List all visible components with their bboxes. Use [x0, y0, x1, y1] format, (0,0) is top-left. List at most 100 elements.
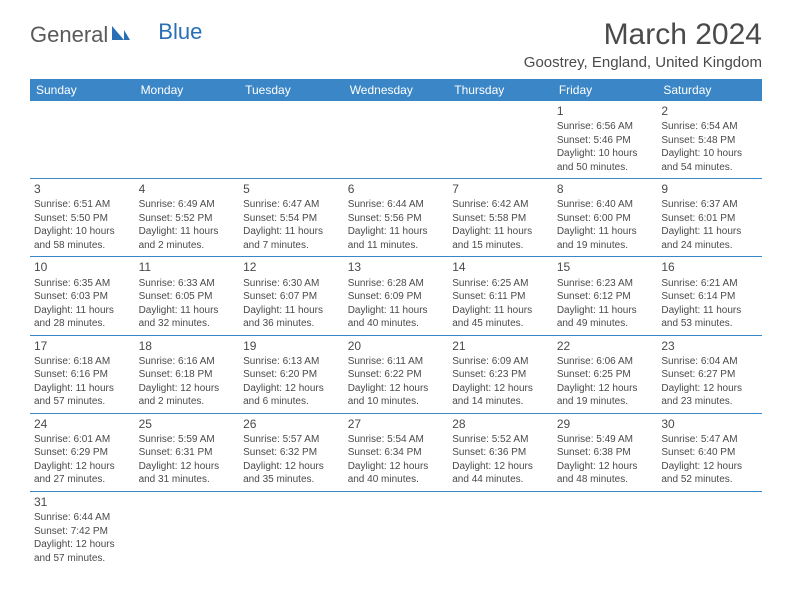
sunset-text: Sunset: 6:32 PM	[243, 446, 340, 460]
sunrise-text: Sunrise: 5:52 AM	[452, 433, 549, 447]
sunrise-text: Sunrise: 6:35 AM	[34, 277, 131, 291]
day-number: 6	[348, 181, 445, 197]
sunset-text: Sunset: 6:22 PM	[348, 368, 445, 382]
daylight-text: Daylight: 11 hours and 15 minutes.	[452, 225, 549, 252]
day-number: 5	[243, 181, 340, 197]
sunrise-text: Sunrise: 6:13 AM	[243, 355, 340, 369]
sunset-text: Sunset: 6:11 PM	[452, 290, 549, 304]
calendar-day-cell: 24Sunrise: 6:01 AMSunset: 6:29 PMDayligh…	[30, 413, 135, 491]
weekday-header: Sunday	[30, 79, 135, 101]
calendar-empty-cell	[657, 491, 762, 569]
calendar-week-row: 10Sunrise: 6:35 AMSunset: 6:03 PMDayligh…	[30, 257, 762, 335]
daylight-text: Daylight: 11 hours and 7 minutes.	[243, 225, 340, 252]
calendar-day-cell: 14Sunrise: 6:25 AMSunset: 6:11 PMDayligh…	[448, 257, 553, 335]
sunrise-text: Sunrise: 6:21 AM	[661, 277, 758, 291]
calendar-day-cell: 27Sunrise: 5:54 AMSunset: 6:34 PMDayligh…	[344, 413, 449, 491]
calendar-empty-cell	[135, 101, 240, 179]
weekday-header: Tuesday	[239, 79, 344, 101]
calendar-week-row: 1Sunrise: 6:56 AMSunset: 5:46 PMDaylight…	[30, 101, 762, 179]
calendar-day-cell: 3Sunrise: 6:51 AMSunset: 5:50 PMDaylight…	[30, 179, 135, 257]
calendar-day-cell: 19Sunrise: 6:13 AMSunset: 6:20 PMDayligh…	[239, 335, 344, 413]
day-number: 22	[557, 338, 654, 354]
daylight-text: Daylight: 12 hours and 23 minutes.	[661, 382, 758, 409]
sunset-text: Sunset: 6:09 PM	[348, 290, 445, 304]
daylight-text: Daylight: 12 hours and 31 minutes.	[139, 460, 236, 487]
sunset-text: Sunset: 6:12 PM	[557, 290, 654, 304]
sunrise-text: Sunrise: 6:40 AM	[557, 198, 654, 212]
day-number: 21	[452, 338, 549, 354]
day-number: 18	[139, 338, 236, 354]
daylight-text: Daylight: 11 hours and 11 minutes.	[348, 225, 445, 252]
daylight-text: Daylight: 12 hours and 40 minutes.	[348, 460, 445, 487]
calendar-day-cell: 30Sunrise: 5:47 AMSunset: 6:40 PMDayligh…	[657, 413, 762, 491]
daylight-text: Daylight: 12 hours and 52 minutes.	[661, 460, 758, 487]
day-number: 15	[557, 259, 654, 275]
sunset-text: Sunset: 5:58 PM	[452, 212, 549, 226]
calendar-day-cell: 12Sunrise: 6:30 AMSunset: 6:07 PMDayligh…	[239, 257, 344, 335]
sunrise-text: Sunrise: 6:56 AM	[557, 120, 654, 134]
weekday-header: Thursday	[448, 79, 553, 101]
calendar-day-cell: 16Sunrise: 6:21 AMSunset: 6:14 PMDayligh…	[657, 257, 762, 335]
sunset-text: Sunset: 6:36 PM	[452, 446, 549, 460]
calendar-day-cell: 31Sunrise: 6:44 AMSunset: 7:42 PMDayligh…	[30, 491, 135, 569]
calendar-week-row: 31Sunrise: 6:44 AMSunset: 7:42 PMDayligh…	[30, 491, 762, 569]
logo-text-blue: Blue	[158, 19, 202, 45]
sunrise-text: Sunrise: 6:42 AM	[452, 198, 549, 212]
daylight-text: Daylight: 11 hours and 57 minutes.	[34, 382, 131, 409]
daylight-text: Daylight: 11 hours and 53 minutes.	[661, 304, 758, 331]
daylight-text: Daylight: 11 hours and 36 minutes.	[243, 304, 340, 331]
calendar-day-cell: 20Sunrise: 6:11 AMSunset: 6:22 PMDayligh…	[344, 335, 449, 413]
sunset-text: Sunset: 6:31 PM	[139, 446, 236, 460]
day-number: 16	[661, 259, 758, 275]
daylight-text: Daylight: 12 hours and 48 minutes.	[557, 460, 654, 487]
calendar-day-cell: 13Sunrise: 6:28 AMSunset: 6:09 PMDayligh…	[344, 257, 449, 335]
weekday-header-row: SundayMondayTuesdayWednesdayThursdayFrid…	[30, 79, 762, 101]
logo: General Blue	[30, 22, 202, 48]
sunset-text: Sunset: 5:56 PM	[348, 212, 445, 226]
sunset-text: Sunset: 5:48 PM	[661, 134, 758, 148]
calendar-day-cell: 2Sunrise: 6:54 AMSunset: 5:48 PMDaylight…	[657, 101, 762, 179]
sunset-text: Sunset: 6:23 PM	[452, 368, 549, 382]
daylight-text: Daylight: 10 hours and 50 minutes.	[557, 147, 654, 174]
calendar-day-cell: 5Sunrise: 6:47 AMSunset: 5:54 PMDaylight…	[239, 179, 344, 257]
calendar-empty-cell	[448, 491, 553, 569]
calendar-empty-cell	[239, 491, 344, 569]
weekday-header: Monday	[135, 79, 240, 101]
calendar-empty-cell	[448, 101, 553, 179]
sunset-text: Sunset: 6:29 PM	[34, 446, 131, 460]
calendar-page: General Blue March 2024 Goostrey, Englan…	[0, 0, 792, 587]
day-number: 23	[661, 338, 758, 354]
sunset-text: Sunset: 6:00 PM	[557, 212, 654, 226]
daylight-text: Daylight: 11 hours and 40 minutes.	[348, 304, 445, 331]
day-number: 10	[34, 259, 131, 275]
sunset-text: Sunset: 6:34 PM	[348, 446, 445, 460]
calendar-day-cell: 26Sunrise: 5:57 AMSunset: 6:32 PMDayligh…	[239, 413, 344, 491]
calendar-week-row: 17Sunrise: 6:18 AMSunset: 6:16 PMDayligh…	[30, 335, 762, 413]
sunset-text: Sunset: 6:20 PM	[243, 368, 340, 382]
sunset-text: Sunset: 6:07 PM	[243, 290, 340, 304]
sunrise-text: Sunrise: 6:09 AM	[452, 355, 549, 369]
calendar-day-cell: 10Sunrise: 6:35 AMSunset: 6:03 PMDayligh…	[30, 257, 135, 335]
calendar-day-cell: 18Sunrise: 6:16 AMSunset: 6:18 PMDayligh…	[135, 335, 240, 413]
day-number: 8	[557, 181, 654, 197]
sunrise-text: Sunrise: 6:44 AM	[348, 198, 445, 212]
sunset-text: Sunset: 6:18 PM	[139, 368, 236, 382]
sunset-text: Sunset: 6:38 PM	[557, 446, 654, 460]
sunrise-text: Sunrise: 6:11 AM	[348, 355, 445, 369]
calendar-empty-cell	[30, 101, 135, 179]
calendar-day-cell: 11Sunrise: 6:33 AMSunset: 6:05 PMDayligh…	[135, 257, 240, 335]
daylight-text: Daylight: 12 hours and 27 minutes.	[34, 460, 131, 487]
sunrise-text: Sunrise: 6:33 AM	[139, 277, 236, 291]
day-number: 1	[557, 103, 654, 119]
calendar-day-cell: 9Sunrise: 6:37 AMSunset: 6:01 PMDaylight…	[657, 179, 762, 257]
daylight-text: Daylight: 11 hours and 45 minutes.	[452, 304, 549, 331]
day-number: 29	[557, 416, 654, 432]
calendar-table: SundayMondayTuesdayWednesdayThursdayFrid…	[30, 79, 762, 569]
day-number: 24	[34, 416, 131, 432]
daylight-text: Daylight: 10 hours and 58 minutes.	[34, 225, 131, 252]
daylight-text: Daylight: 10 hours and 54 minutes.	[661, 147, 758, 174]
daylight-text: Daylight: 11 hours and 32 minutes.	[139, 304, 236, 331]
calendar-day-cell: 25Sunrise: 5:59 AMSunset: 6:31 PMDayligh…	[135, 413, 240, 491]
sunrise-text: Sunrise: 5:57 AM	[243, 433, 340, 447]
sunrise-text: Sunrise: 6:47 AM	[243, 198, 340, 212]
